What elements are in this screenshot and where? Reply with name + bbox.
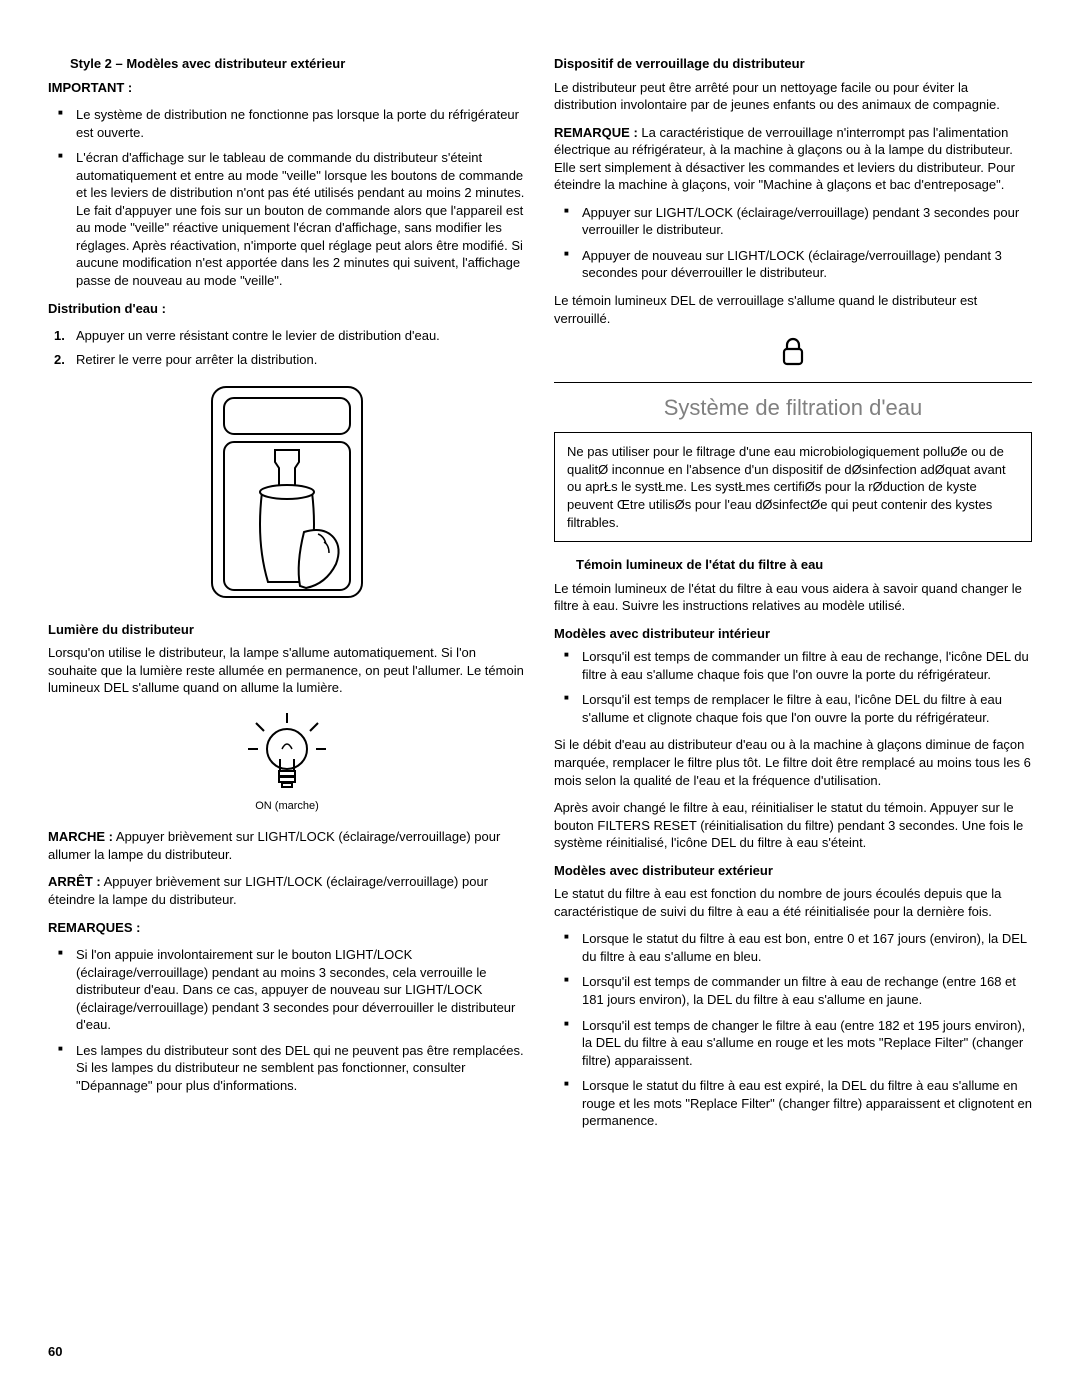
style2-title: Style 2 – Modèles avec distributeur exté… <box>70 55 526 73</box>
interieur-para2: Après avoir changé le filtre à eau, réin… <box>554 799 1032 852</box>
important-list: Le système de distribution ne fonctionne… <box>48 106 526 289</box>
lock-icon <box>780 337 806 367</box>
list-item: Les lampes du distributeur sont des DEL … <box>48 1042 526 1095</box>
list-item: 2.Retirer le verre pour arrêter la distr… <box>48 351 526 369</box>
dispositif-title: Dispositif de verrouillage du distribute… <box>554 55 1032 73</box>
dispositif-para: Le distributeur peut être arrêté pour un… <box>554 79 1032 114</box>
marche-label: MARCHE : <box>48 829 113 844</box>
page-number: 60 <box>48 1343 62 1361</box>
interieur-para1: Si le débit d'eau au distributeur d'eau … <box>554 736 1032 789</box>
interieur-list: Lorsqu'il est temps de commander un filt… <box>554 648 1032 726</box>
list-item: L'écran d'affichage sur le tableau de co… <box>48 149 526 289</box>
remarque-line: REMARQUE : La caractéristique de verroui… <box>554 124 1032 194</box>
exterieur-title: Modèles avec distributeur extérieur <box>554 862 1032 880</box>
systeme-heading: Système de filtration d'eau <box>554 393 1032 423</box>
important-label: IMPORTANT : <box>48 79 526 97</box>
divider <box>554 382 1032 383</box>
temoin-para: Le témoin lumineux DEL de verrouillage s… <box>554 292 1032 327</box>
temoin-filtre-title: Témoin lumineux de l'état du filtre à ea… <box>576 556 1032 574</box>
list-item: Lorsque le statut du filtre à eau est ex… <box>554 1077 1032 1130</box>
marche-text: Appuyer brièvement sur LIGHT/LOCK (éclai… <box>48 829 500 862</box>
list-item: Appuyer de nouveau sur LIGHT/LOCK (éclai… <box>554 247 1032 282</box>
list-item: 1.Appuyer un verre résistant contre le l… <box>48 327 526 345</box>
arret-line: ARRÊT : Appuyer brièvement sur LIGHT/LOC… <box>48 873 526 908</box>
two-column-layout: Style 2 – Modèles avec distributeur exté… <box>48 55 1032 1140</box>
list-item: Lorsqu'il est temps de commander un filt… <box>554 973 1032 1008</box>
lightbulb-figure: ON (marche) <box>48 711 526 814</box>
list-item: Lorsque le statut du filtre à eau est bo… <box>554 930 1032 965</box>
lightbulb-icon <box>242 711 332 791</box>
exterieur-list: Lorsque le statut du filtre à eau est bo… <box>554 930 1032 1129</box>
remarques-label: REMARQUES : <box>48 919 526 937</box>
lumiere-para: Lorsqu'on utilise le distributeur, la la… <box>48 644 526 697</box>
list-item: Lorsqu'il est temps de changer le filtre… <box>554 1017 1032 1070</box>
exterieur-para: Le statut du filtre à eau est fonction d… <box>554 885 1032 920</box>
dispenser-illustration <box>202 382 372 602</box>
arret-label: ARRÊT : <box>48 874 101 889</box>
step-text: Appuyer un verre résistant contre le lev… <box>76 328 440 343</box>
list-item: Lorsqu'il est temps de commander un filt… <box>554 648 1032 683</box>
marche-line: MARCHE : Appuyer brièvement sur LIGHT/LO… <box>48 828 526 863</box>
boxed-text: Ne pas utiliser pour le filtrage d'une e… <box>567 444 1006 529</box>
list-item: Lorsqu'il est temps de remplacer le filt… <box>554 691 1032 726</box>
distribution-steps: 1.Appuyer un verre résistant contre le l… <box>48 327 526 368</box>
lumiere-title: Lumière du distributeur <box>48 621 526 639</box>
step-text: Retirer le verre pour arrêter la distrib… <box>76 352 317 367</box>
list-item: Le système de distribution ne fonctionne… <box>48 106 526 141</box>
list-item: Appuyer sur LIGHT/LOCK (éclairage/verrou… <box>554 204 1032 239</box>
temoin-filtre-para: Le témoin lumineux de l'état du filtre à… <box>554 580 1032 615</box>
arret-text: Appuyer brièvement sur LIGHT/LOCK (éclai… <box>48 874 488 907</box>
list-item: Si l'on appuie involontairement sur le b… <box>48 946 526 1034</box>
warning-box: Ne pas utiliser pour le filtrage d'une e… <box>554 432 1032 542</box>
dispositif-list: Appuyer sur LIGHT/LOCK (éclairage/verrou… <box>554 204 1032 282</box>
interieur-title: Modèles avec distributeur intérieur <box>554 625 1032 643</box>
on-caption: ON (marche) <box>48 799 526 814</box>
right-column: Dispositif de verrouillage du distribute… <box>554 55 1032 1140</box>
dispenser-figure <box>48 382 526 607</box>
remarques-list: Si l'on appuie involontairement sur le b… <box>48 946 526 1094</box>
distribution-label: Distribution d'eau : <box>48 300 526 318</box>
left-column: Style 2 – Modèles avec distributeur exté… <box>48 55 526 1140</box>
remarque-label: REMARQUE : <box>554 125 638 140</box>
lock-figure <box>554 337 1032 372</box>
